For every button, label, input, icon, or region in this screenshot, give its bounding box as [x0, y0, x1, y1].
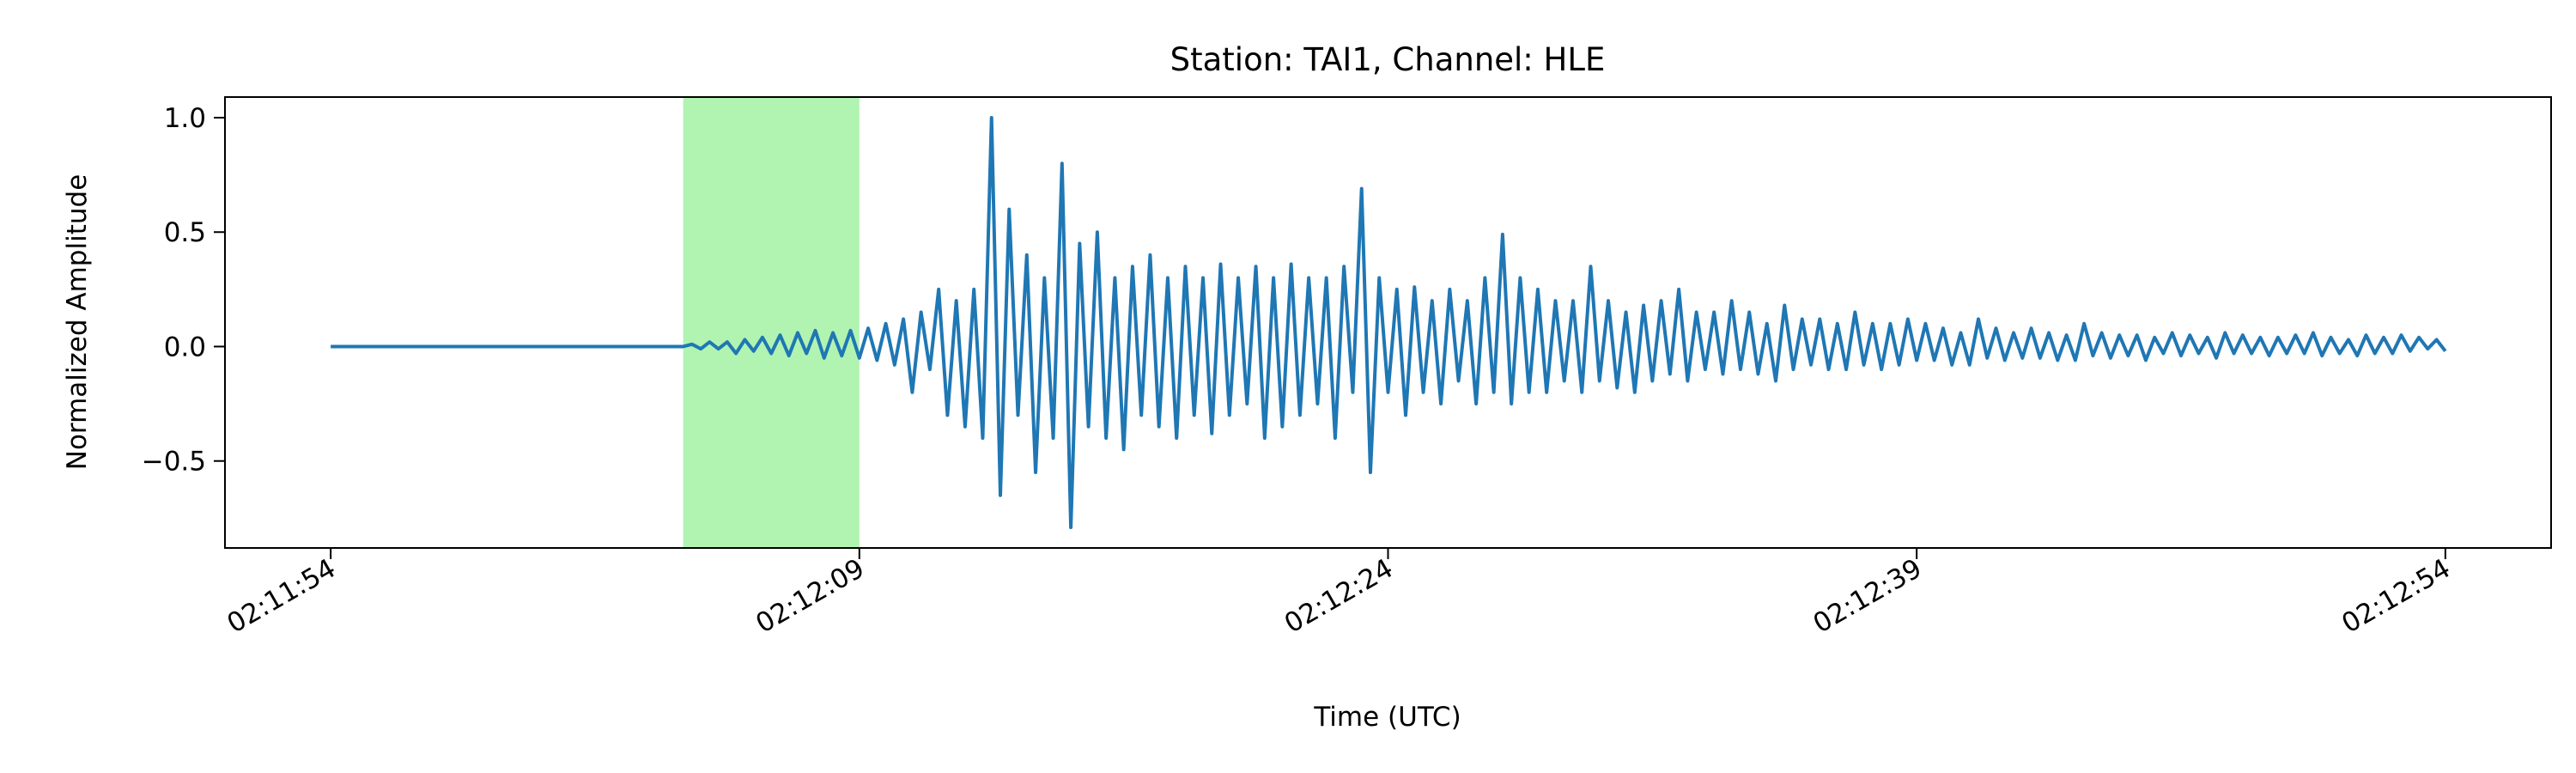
x-tick-label: 02:12:39 — [1808, 553, 1928, 640]
y-tick-label: 1.0 — [164, 103, 206, 134]
axes-frame — [224, 96, 2552, 549]
x-tick-label: 02:12:54 — [2336, 553, 2456, 640]
x-tick-label: 02:12:24 — [1279, 553, 1399, 640]
waveform-line — [331, 115, 2447, 530]
y-tick-label: −0.5 — [142, 447, 206, 478]
y-tick-label: 0.5 — [164, 217, 206, 248]
x-tick-label: 02:11:54 — [222, 553, 342, 640]
y-axis-label: Normalized Amplitude — [62, 174, 93, 471]
chart-title: Station: TAI1, Channel: HLE — [1170, 41, 1606, 78]
x-axis-label: Time (UTC) — [1313, 702, 1461, 733]
x-tick-label: 02:12:09 — [750, 553, 870, 640]
highlight-span — [683, 97, 860, 548]
y-tick-label: 0.0 — [164, 332, 206, 362]
